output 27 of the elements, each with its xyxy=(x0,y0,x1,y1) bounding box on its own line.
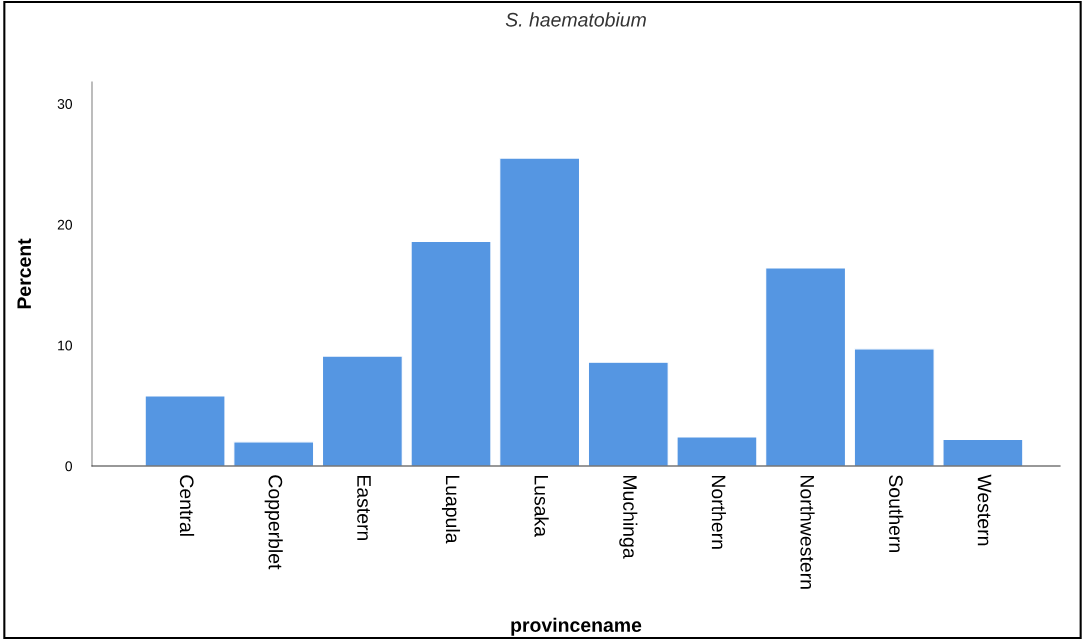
bar xyxy=(144,395,226,466)
x-tick-label: Southern xyxy=(889,475,904,552)
bar xyxy=(676,436,758,466)
x-tick-label: Lusaka xyxy=(534,475,549,538)
bar xyxy=(321,355,403,466)
bar xyxy=(233,441,315,466)
bar xyxy=(853,348,935,466)
x-tick-label: Luapula xyxy=(441,475,461,544)
bar xyxy=(942,438,1024,466)
x-tick-label: Central xyxy=(179,475,195,536)
y-axis-title: Percent xyxy=(17,238,32,309)
x-tick-label: Western xyxy=(977,474,992,546)
x-tick-label: Copperblet xyxy=(264,475,283,570)
y-tick-label: 20 xyxy=(57,219,73,230)
bar xyxy=(765,267,847,466)
chart-title: S. haematobium xyxy=(505,12,646,27)
x-tick-label: Northern xyxy=(711,475,727,549)
x-axis-title: provincename xyxy=(511,617,642,636)
x-tick-label: Muchinga xyxy=(619,475,638,559)
x-tick-label: Eastern xyxy=(357,475,371,541)
bar xyxy=(410,240,492,466)
x-tick-label: Northwestern xyxy=(800,475,815,589)
bar xyxy=(587,361,669,466)
y-tick-label: 0 xyxy=(65,461,73,472)
y-tick-label: 10 xyxy=(58,340,73,351)
y-tick-label: 30 xyxy=(57,99,73,109)
bar xyxy=(499,157,581,466)
